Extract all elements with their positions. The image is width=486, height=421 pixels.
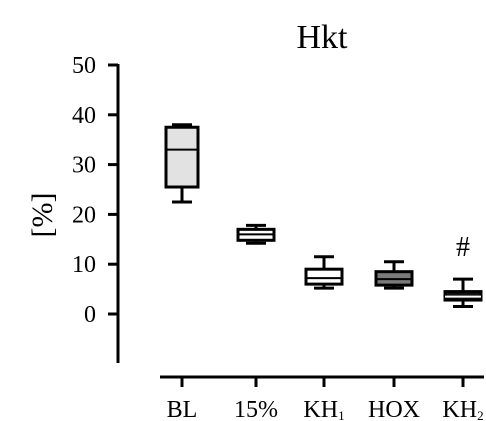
box-2	[236, 223, 276, 245]
x-tick-label: KH2	[442, 397, 483, 421]
x-tick-label-text: KH	[442, 397, 477, 421]
y-axis-label: [%]	[26, 193, 59, 238]
x-tick-label: 15%	[234, 397, 278, 421]
x-tick-label: HOX	[368, 397, 420, 421]
significance-marker: #	[456, 232, 470, 263]
x-tick-label-text: 15%	[234, 397, 278, 421]
box-body	[164, 125, 200, 189]
box-body	[304, 267, 344, 286]
y-tick-label: 40	[72, 103, 96, 129]
x-tick-label-text: BL	[167, 397, 198, 421]
y-tick-label: 50	[72, 53, 96, 79]
x-tick-label-text: KH	[303, 397, 338, 421]
chart-title: Hkt	[297, 19, 349, 56]
y-tick-label: 0	[84, 302, 96, 328]
box-series	[164, 123, 483, 309]
box-3	[304, 255, 344, 290]
box-1	[164, 123, 200, 204]
x-tick-label-subscript: 2	[477, 408, 484, 421]
x-tick-label: KH1	[303, 397, 344, 421]
annotations: #	[456, 232, 470, 263]
x-tick-label-subscript: 1	[338, 408, 345, 421]
y-tick-label: 10	[72, 252, 96, 278]
y-tick-label: 20	[72, 202, 96, 228]
x-axis-ticks: BL 15% KH1 HOX KH2	[167, 377, 484, 421]
x-tick-label: BL	[167, 397, 198, 421]
box-4	[374, 260, 414, 290]
x-tick-label-text: HOX	[368, 397, 420, 421]
box-5	[443, 277, 483, 309]
y-axis-ticks: 50 40 30 20 10 0	[72, 53, 118, 328]
y-tick-label: 30	[72, 153, 96, 179]
